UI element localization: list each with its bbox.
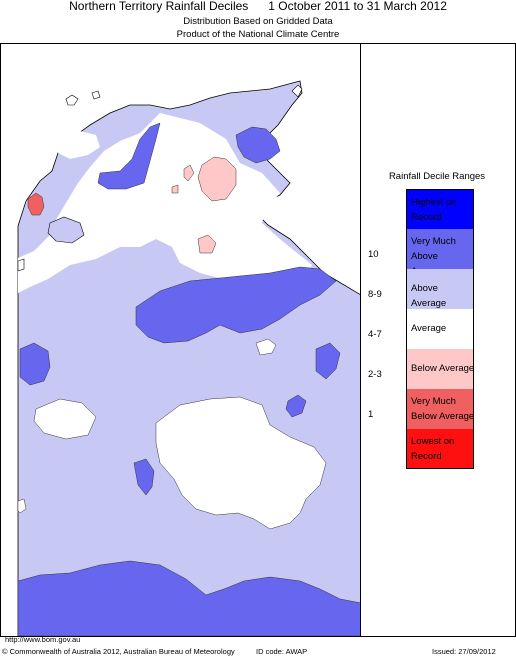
- map-svg: [17, 80, 360, 636]
- footer-url[interactable]: http://www.bom.gov.au: [5, 635, 81, 644]
- map-region-average-north: [18, 113, 312, 293]
- map-region-average-coast: [58, 131, 100, 159]
- legend-range-4-7: 4-7: [368, 329, 382, 340]
- legend-label-below: Below Average: [411, 363, 475, 374]
- legend-swatch-above: Above Average: [406, 269, 474, 309]
- map-island-north-east: [291, 84, 303, 98]
- map-region-average-centre: [155, 396, 327, 530]
- map-subtitle-distribution: Distribution Based on Gridded Data: [183, 16, 333, 27]
- map-region-very-much-above-west: [19, 342, 51, 386]
- map-region-average-small: [255, 338, 277, 356]
- map-region-very-much-above-east: [315, 342, 341, 380]
- map-region-below-average-4: [171, 184, 179, 194]
- rainfall-map: [0, 43, 361, 636]
- legend-label-highest: Highest on Record: [411, 197, 457, 223]
- map-region-very-much-above-central: [135, 266, 337, 344]
- map-region-very-much-above-nw: [97, 122, 161, 190]
- map-region-average-southwest: [17, 498, 27, 514]
- map-region-very-much-above-south: [17, 560, 360, 636]
- legend-swatch-lowest: Lowest on Record: [406, 429, 474, 469]
- footer-issued: Issued: 27/09/2012: [432, 647, 496, 656]
- legend-range-2-3: 2-3: [368, 369, 382, 380]
- map-region-below-average-3: [197, 234, 217, 254]
- legend-label-above: Above Average: [411, 283, 447, 309]
- map-subtitle-product: Product of the National Climate Centre: [176, 29, 340, 40]
- legend-range-10: 10: [368, 249, 379, 260]
- legend-range-8-9: 8-9: [368, 289, 382, 300]
- map-small-island-2: [91, 90, 101, 100]
- map-title: Northern Territory Rainfall Deciles 1 Oc…: [69, 0, 447, 13]
- legend-panel: Rainfall Decile Ranges Highest on Record…: [362, 44, 514, 635]
- legend-label-average: Average: [411, 323, 447, 334]
- legend-swatch-very-much-below: Very Much Below Average: [406, 389, 474, 429]
- map-region-below-average-2: [183, 164, 195, 182]
- map-small-island-1: [65, 94, 79, 106]
- legend-title: Rainfall Decile Ranges: [388, 171, 486, 182]
- legend-swatch-very-much-above: Very Much Above Average: [406, 229, 474, 277]
- map-region-very-much-above-small-e: [285, 394, 307, 418]
- footer-copyright: © Commonwealth of Australia 2012, Austra…: [2, 647, 235, 656]
- map-region-very-much-above-ne: [235, 126, 281, 164]
- footer-id-code: ID code: AWAP: [256, 647, 308, 656]
- legend-swatch-average: Average: [406, 309, 474, 349]
- map-region-average-west: [33, 398, 97, 440]
- map-region-below-average-1: [197, 156, 237, 202]
- legend-swatch-below: Below Average: [406, 349, 474, 389]
- legend-range-1: 1: [368, 409, 374, 420]
- legend-label-very-much-below: Very Much Below Average: [411, 396, 475, 422]
- map-island-tiwi: [47, 216, 85, 244]
- legend-swatch-highest: Highest on Record: [406, 189, 474, 229]
- map-island-groote: [17, 258, 25, 272]
- map-region-very-much-below: [27, 192, 45, 216]
- map-region-very-much-above-centre-s: [133, 458, 155, 496]
- title-block: Northern Territory Rainfall Deciles 1 Oc…: [0, 0, 516, 42]
- legend-label-lowest: Lowest on Record: [411, 436, 455, 462]
